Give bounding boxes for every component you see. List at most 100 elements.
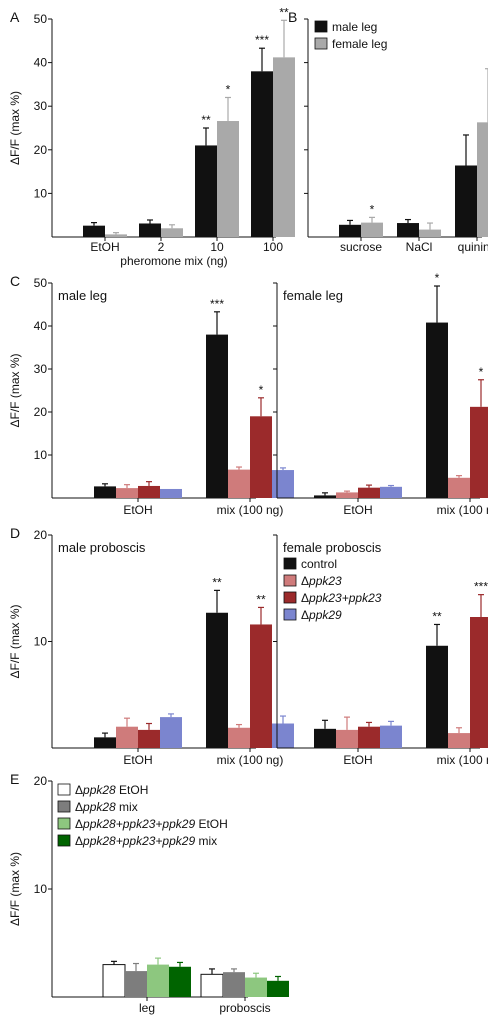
legend-label: Δppk28 mix [75, 800, 138, 814]
bar [195, 145, 217, 237]
bar [339, 224, 361, 237]
bar [160, 488, 182, 498]
bar [361, 222, 383, 237]
y-tick-label: 30 [34, 99, 48, 113]
x-tick-label: 2 [158, 240, 165, 254]
y-axis-label: ΔF/F (max %) [8, 852, 22, 926]
bar [94, 737, 116, 748]
bar [273, 57, 295, 238]
x-tick-label: EtOH [123, 753, 152, 767]
bar [116, 726, 138, 748]
legend-swatch [57, 834, 71, 847]
x-tick-label: EtOH [123, 503, 152, 517]
bar [358, 726, 380, 748]
y-tick-label: 10 [34, 186, 48, 200]
legend-label: Δppk23+ppk23 [301, 591, 382, 605]
bar [358, 487, 380, 498]
bar [470, 406, 488, 498]
legend-label-part: Δ [75, 783, 83, 797]
legend-label: control [301, 557, 337, 571]
x-tick-label: leg [139, 1001, 155, 1015]
legend-label-part: EtOH [116, 783, 149, 797]
y-tick-label: 20 [34, 405, 48, 419]
y-tick-label: 20 [34, 143, 48, 157]
significance-stars: *** [474, 580, 488, 594]
x-tick-label: sucrose [340, 240, 382, 254]
bar [397, 223, 419, 237]
bar [448, 477, 470, 498]
legend-label-part: Δ [301, 608, 309, 622]
y-tick-label: 50 [34, 276, 48, 290]
x-axis-label: pheromone mix (ng) [120, 254, 227, 268]
bar [419, 229, 441, 237]
x-tick-label: mix (100 ng) [217, 503, 284, 517]
bar [83, 225, 105, 237]
bar [139, 223, 161, 237]
legend-label: Δppk23 [301, 574, 342, 588]
significance-stars: * [259, 383, 264, 397]
bar [380, 486, 402, 498]
bar [267, 980, 289, 997]
bar [206, 612, 228, 748]
panel-letter: E [10, 771, 19, 787]
x-tick-label: mix (100 ng) [217, 753, 284, 767]
panel-letter: B [288, 9, 297, 25]
y-tick-label: 40 [34, 56, 48, 70]
bar [125, 971, 147, 997]
bar [223, 972, 245, 997]
x-tick-label: EtOH [90, 240, 119, 254]
panel-subtitle: male leg [58, 288, 107, 303]
legend-label-part: ppk28+ppk23+ppk29 [82, 834, 195, 848]
significance-stars: * [226, 82, 231, 96]
bar [426, 645, 448, 748]
legend-label-part: ppk23 [308, 574, 342, 588]
legend-label-part: mix [116, 800, 138, 814]
panel-letter: C [10, 273, 20, 289]
legend-label-part: ppk28 [82, 783, 116, 797]
legend-label: Δppk28+ppk23+ppk29 EtOH [75, 817, 228, 831]
legend-swatch [57, 800, 71, 813]
bar [314, 728, 336, 748]
y-tick-label: 10 [34, 635, 48, 649]
legend-label-part: control [301, 557, 337, 571]
bar [102, 964, 126, 998]
bar [455, 165, 477, 237]
significance-stars: * [479, 365, 484, 379]
legend-swatch [314, 20, 328, 33]
legend-label-part: Δ [75, 800, 83, 814]
bar [477, 122, 488, 237]
significance-stars: * [435, 271, 440, 285]
legend-label-part: ppk28+ppk23+ppk29 [82, 817, 195, 831]
legend-label: Δppk29 [301, 608, 342, 622]
legend-label: male leg [332, 20, 377, 34]
bar [250, 624, 272, 748]
panel-subtitle: male proboscis [58, 540, 146, 555]
significance-stars: ** [212, 575, 222, 589]
significance-stars: *** [255, 33, 269, 47]
legend-label-part: ppk29 [308, 608, 342, 622]
x-tick-label: mix (100 ng) [437, 753, 488, 767]
panel-subtitle: female leg [283, 288, 343, 303]
legend-label-part: EtOH [195, 817, 228, 831]
x-tick-label: proboscis [219, 1001, 270, 1015]
y-tick-label: 10 [34, 448, 48, 462]
bar [250, 416, 272, 498]
bar [138, 485, 160, 498]
x-tick-label: quinine [458, 240, 488, 254]
bar [161, 228, 183, 237]
bar [251, 71, 273, 237]
legend-label: female leg [332, 37, 387, 51]
bar [138, 729, 160, 748]
bar [448, 733, 470, 748]
legend-label: Δppk28 EtOH [75, 783, 148, 797]
legend-label-part: Δ [301, 591, 309, 605]
bar [217, 121, 239, 237]
x-tick-label: 100 [263, 240, 283, 254]
bar [272, 470, 294, 498]
significance-stars: ** [256, 592, 266, 606]
legend-swatch [283, 557, 297, 570]
legend-label: Δppk28+ppk23+ppk29 mix [75, 834, 217, 848]
y-axis-label: ΔF/F (max %) [8, 91, 22, 165]
legend-label-part: Δ [75, 817, 83, 831]
